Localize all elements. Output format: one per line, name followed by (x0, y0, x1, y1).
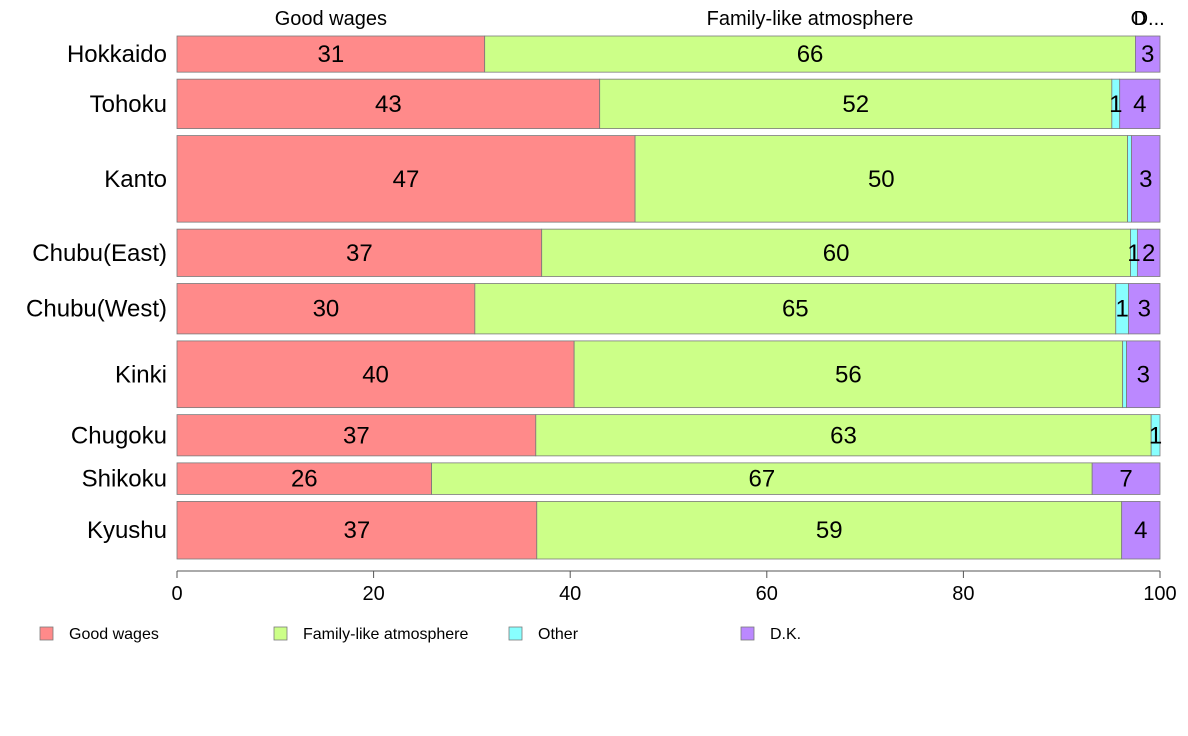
bar-segment-chubu-west-d-k (1128, 283, 1161, 335)
bar-value-label: 3 (1138, 296, 1151, 323)
bar-segment-hokkaido-family-like-atmosphere (484, 35, 1136, 73)
x-tick-label: 80 (952, 583, 974, 605)
top-segment-label: O (1131, 8, 1147, 30)
bar-segment-tohoku-family-like-atmosphere (599, 78, 1113, 129)
bar-value-label: 63 (830, 422, 857, 449)
bar-value-label: 7 (1119, 466, 1132, 493)
bar-value-label: 47 (393, 166, 420, 193)
legend-label-d-k: D.K. (770, 626, 801, 643)
legend-label-good-wages: Good wages (69, 626, 159, 643)
bar-segment-kinki-other (1122, 340, 1127, 409)
bar-segment-chubu-east-d-k (1136, 228, 1161, 277)
x-tick-label: 0 (171, 583, 182, 605)
bar-segment-kyushu-family-like-atmosphere (536, 501, 1123, 560)
bar-value-label: 67 (749, 466, 776, 493)
bar-segment-hokkaido-d-k (1135, 35, 1161, 73)
bar-value-label: 31 (317, 41, 344, 68)
top-segment-label: Family-like atmosphere (707, 8, 914, 30)
bar-value-label: 1 (1127, 240, 1140, 267)
legend-swatch-other (508, 626, 523, 641)
bar-value-label: 52 (842, 91, 869, 118)
legend-swatch-family-like-atmosphere (273, 626, 288, 641)
legend-swatch-good-wages (39, 626, 54, 641)
category-labels-layer: Hokkaido Tohoku Kanto Chubu(East) Chubu(West… (26, 41, 167, 544)
bar-value-label: 3 (1139, 166, 1152, 193)
bar-segment-hokkaido-good-wages (176, 35, 486, 73)
top-segment-label: Good wages (275, 8, 387, 30)
bar-value-label: 37 (343, 422, 370, 449)
bar-value-label: 1 (1115, 296, 1128, 323)
bar-segment-chubu-east-good-wages (176, 228, 543, 277)
bar-value-label: 1 (1109, 91, 1122, 118)
x-axis: 0 20 40 60 80 100 (171, 570, 1177, 605)
bar-segment-kanto-d-k (1131, 135, 1161, 223)
bar-segment-kinki-family-like-atmosphere (573, 340, 1124, 409)
x-tick-label: 60 (756, 583, 778, 605)
bar-segment-kyushu-good-wages (176, 501, 538, 560)
bar-segment-chugoku-other (1150, 414, 1161, 457)
bar-segment-kyushu-d-k (1121, 501, 1161, 560)
x-tick-label: 100 (1143, 583, 1176, 605)
bar-value-label: 3 (1137, 361, 1150, 388)
bar-value-label: 37 (344, 517, 371, 544)
bar-value-label: 40 (362, 361, 389, 388)
bar-value-label: 37 (346, 240, 373, 267)
legend-label-family-like-atmosphere: Family-like atmosphere (303, 626, 468, 643)
top-segment-label: D... (1134, 8, 1165, 30)
bar-value-label: 2 (1142, 240, 1155, 267)
bar-value-label: 50 (868, 166, 895, 193)
bar-segment-shikoku-good-wages (176, 462, 432, 495)
category-label-kinki: Kinki (115, 361, 167, 388)
bar-segment-kinki-d-k (1126, 340, 1161, 409)
x-tick-label: 40 (559, 583, 581, 605)
bar-segment-chugoku-family-like-atmosphere (535, 414, 1152, 457)
category-label-chugoku: Chugoku (71, 422, 167, 449)
bar-segment-kinki-good-wages (176, 340, 575, 409)
bar-segment-kanto-other (1127, 135, 1132, 223)
category-label-chubu-east: Chubu(East) (32, 240, 167, 267)
category-label-hokkaido: Hokkaido (67, 41, 167, 68)
bar-segment-chugoku-good-wages (176, 414, 537, 457)
bar-value-label: 26 (291, 466, 318, 493)
category-label-chubu-west: Chubu(West) (26, 296, 167, 323)
bar-value-label: 66 (797, 41, 824, 68)
bar-segment-tohoku-good-wages (176, 78, 601, 129)
bar-segment-shikoku-d-k (1091, 462, 1161, 495)
bar-segment-chubu-west-good-wages (176, 283, 476, 335)
top-labels-layer: Good wages Family-like atmosphere OD... (275, 8, 1165, 30)
bar-value-label: 59 (816, 517, 843, 544)
bar-value-label: 60 (823, 240, 850, 267)
bar-segment-tohoku-d-k (1119, 78, 1161, 129)
bar-value-label: 3 (1141, 41, 1154, 68)
bar-segment-kanto-family-like-atmosphere (634, 135, 1128, 223)
bar-segment-chubu-east-family-like-atmosphere (541, 228, 1131, 277)
category-label-shikoku: Shikoku (82, 466, 167, 493)
bar-value-label: 4 (1134, 517, 1147, 544)
bar-value-label: 4 (1133, 91, 1146, 118)
legend-label-other: Other (538, 626, 579, 643)
x-tick-label: 20 (362, 583, 384, 605)
bar-segment-chubu-west-family-like-atmosphere (474, 283, 1117, 335)
category-label-kyushu: Kyushu (87, 517, 167, 544)
bar-value-label: 1 (1149, 422, 1162, 449)
category-label-kanto: Kanto (104, 166, 167, 193)
legend-swatch-d-k (740, 626, 755, 641)
bar-segment-kanto-good-wages (176, 135, 636, 223)
category-label-tohoku: Tohoku (90, 91, 167, 118)
bar-value-label: 30 (313, 296, 340, 323)
bar-value-label: 56 (835, 361, 862, 388)
legend: Good wages Family-like atmosphere Other D.K… (39, 626, 801, 643)
bar-labels-layer: 31 66 343 52 1 447 50 337 60 1 230 65 1 340 56 337 63 126… (291, 41, 1162, 544)
bars-layer (176, 35, 1161, 560)
bar-value-label: 43 (375, 91, 402, 118)
bar-value-label: 65 (782, 296, 809, 323)
